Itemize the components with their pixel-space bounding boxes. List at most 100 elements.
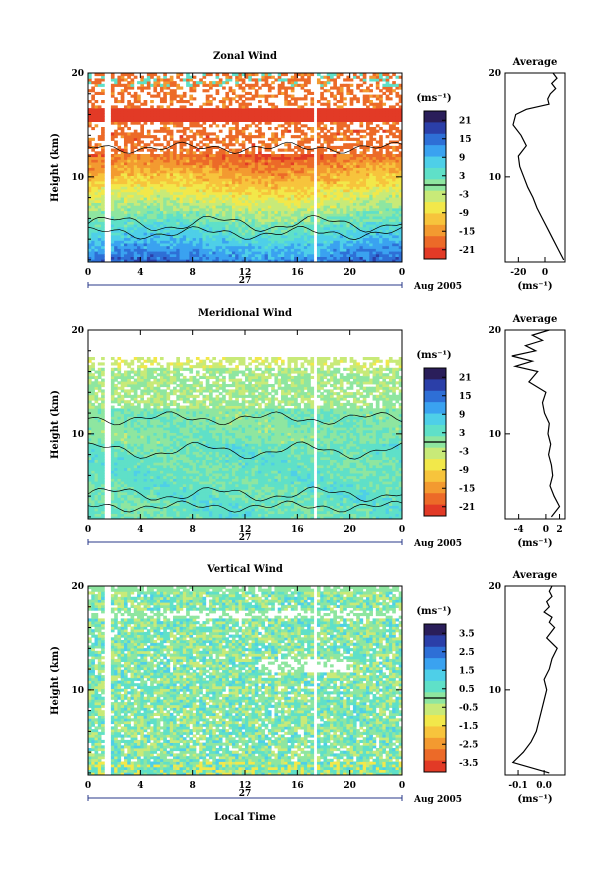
heatmap-cell: [343, 162, 347, 166]
heatmap-cell: [127, 86, 131, 90]
heatmap-cell: [356, 218, 360, 222]
heatmap-cell: [169, 224, 174, 228]
heatmap-cell: [169, 216, 174, 220]
heatmap-cell: [130, 202, 135, 206]
heatmap-cell: [228, 197, 233, 201]
heatmap-cell: [133, 253, 138, 257]
heatmap-cell: [241, 224, 246, 228]
heatmap-cell: [359, 224, 364, 228]
heatmap-cell: [238, 73, 243, 77]
heatmap-cell: [163, 110, 167, 114]
heatmap-cell: [159, 243, 164, 247]
heatmap-cell: [359, 205, 364, 209]
heatmap-cell: [127, 259, 131, 263]
heatmap-cell: [153, 108, 158, 112]
heatmap-cell: [182, 245, 187, 249]
heatmap-cell: [186, 183, 190, 187]
heatmap-cell: [143, 226, 148, 230]
heatmap-cell: [290, 237, 295, 241]
heatmap-cell: [333, 164, 337, 168]
heatmap-cell: [97, 243, 102, 247]
heatmap-cell: [114, 235, 118, 239]
heatmap-cell: [222, 248, 226, 252]
heatmap-cell: [297, 256, 301, 260]
heatmap-cell: [307, 213, 311, 217]
heatmap-cell: [366, 189, 370, 193]
heatmap-cell: [156, 118, 161, 122]
heatmap-cell: [137, 105, 141, 109]
heatmap-cell: [287, 226, 292, 230]
heatmap-cell: [375, 226, 380, 230]
heatmap-cell: [225, 181, 230, 185]
heatmap-cell: [290, 116, 295, 120]
heatmap-cell: [110, 159, 115, 163]
heatmap-cell: [127, 102, 131, 106]
heatmap-cell: [97, 183, 102, 187]
heatmap-cell: [369, 218, 373, 222]
heatmap-cell: [150, 73, 154, 77]
heatmap-cell: [241, 172, 246, 176]
heatmap-cell: [271, 224, 275, 228]
heatmap-cell: [343, 172, 347, 176]
heatmap-cell: [218, 113, 223, 117]
heatmap-cell: [133, 145, 138, 149]
heatmap-cell: [173, 118, 177, 122]
heatmap-cell: [218, 205, 223, 209]
heatmap-cell: [238, 210, 243, 214]
heatmap-cell: [346, 243, 351, 247]
heatmap-cell: [133, 178, 138, 182]
heatmap-cell: [303, 94, 308, 98]
heatmap-cell: [320, 75, 324, 79]
heatmap-cell: [258, 186, 262, 190]
heatmap-cell: [163, 73, 167, 77]
heatmap-cell: [189, 83, 194, 87]
heatmap-cell: [123, 208, 128, 212]
heatmap-cell: [326, 197, 331, 201]
heatmap-cell: [343, 129, 347, 133]
heatmap-cell: [349, 145, 354, 149]
heatmap-cell: [222, 167, 226, 171]
heatmap-cell: [248, 245, 252, 249]
heatmap-cell: [195, 256, 200, 260]
heatmap-cell: [343, 159, 347, 163]
heatmap-cell: [231, 89, 236, 93]
heatmap-cell: [274, 224, 279, 228]
heatmap-cell: [241, 89, 246, 93]
heatmap-cell: [189, 113, 194, 117]
heatmap-cell: [241, 226, 246, 230]
heatmap-cell: [140, 164, 144, 168]
heatmap-cell: [228, 75, 233, 79]
heatmap-cell: [241, 159, 246, 163]
heatmap-cell: [307, 208, 311, 212]
heatmap-cell: [369, 102, 373, 106]
heatmap-cell: [307, 178, 311, 182]
heatmap-cell: [169, 121, 174, 125]
heatmap-cell: [271, 167, 275, 171]
heatmap-cell: [143, 259, 148, 263]
heatmap-cell: [173, 202, 177, 206]
heatmap-cell: [277, 83, 282, 87]
heatmap-cell: [326, 213, 331, 217]
heatmap-cell: [143, 178, 148, 182]
heatmap-cell: [274, 78, 279, 82]
heatmap-cell: [238, 108, 243, 112]
heatmap-cell: [166, 208, 171, 212]
heatmap-cell: [231, 197, 236, 201]
heatmap-cell: [339, 137, 344, 141]
heatmap-cell: [254, 243, 259, 247]
heatmap-cell: [88, 75, 92, 79]
heatmap-cell: [277, 202, 282, 206]
heatmap-cell: [235, 121, 239, 125]
heatmap-cell: [277, 205, 282, 209]
heatmap-cell: [225, 159, 230, 163]
heatmap-cell: [156, 229, 161, 233]
heatmap-cell: [173, 159, 177, 163]
heatmap-cell: [245, 205, 249, 209]
heatmap-cell: [251, 218, 256, 222]
heatmap-cell: [110, 229, 115, 233]
heatmap-cell: [238, 183, 243, 187]
heatmap-cell: [326, 240, 331, 244]
heatmap-cell: [150, 175, 154, 179]
heatmap-cell: [156, 113, 161, 117]
heatmap-cell: [169, 110, 174, 114]
